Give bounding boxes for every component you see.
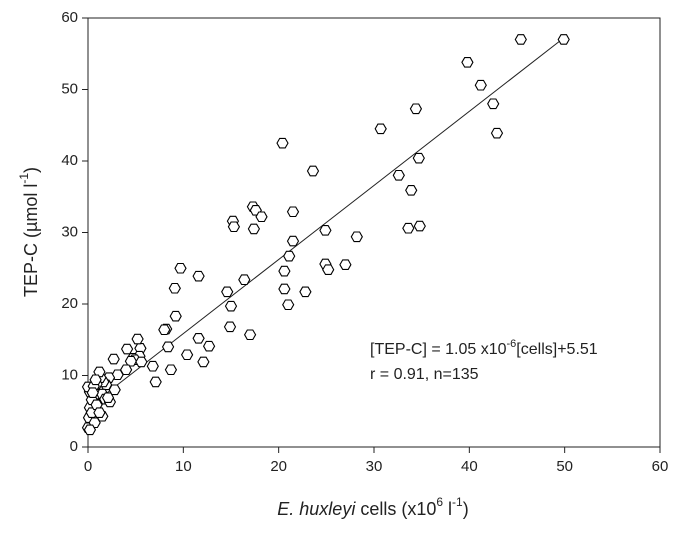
x-tick-label: 20 <box>270 458 287 475</box>
y-tick-label: 20 <box>61 295 78 312</box>
point <box>286 206 300 218</box>
point <box>101 392 115 403</box>
point <box>350 231 363 243</box>
point <box>180 349 194 361</box>
point <box>192 270 205 282</box>
point <box>412 152 425 164</box>
point <box>161 341 175 353</box>
y-tick-label: 0 <box>70 438 78 455</box>
point <box>192 333 205 344</box>
x-tick-label: 60 <box>652 458 669 475</box>
point <box>124 355 138 367</box>
point <box>405 185 418 196</box>
point <box>278 283 291 295</box>
point <box>120 343 134 355</box>
point <box>135 356 148 368</box>
y-tick-label: 50 <box>61 80 78 97</box>
point <box>243 329 257 341</box>
point <box>487 98 500 110</box>
point <box>107 353 120 365</box>
point <box>299 286 312 298</box>
point <box>238 274 251 286</box>
point <box>174 262 187 274</box>
point <box>276 137 289 149</box>
point <box>168 282 181 294</box>
annotation: [TEP-C] = 1.05 x10-6[cells]+5.51 <box>370 338 598 358</box>
point <box>93 407 106 418</box>
point <box>146 360 159 372</box>
point <box>223 321 237 333</box>
point <box>474 79 487 91</box>
x-tick-label: 0 <box>84 458 92 475</box>
point <box>409 103 423 115</box>
y-tick-label: 30 <box>61 223 78 240</box>
point <box>149 376 162 388</box>
point <box>164 364 178 376</box>
point <box>339 259 352 270</box>
point <box>374 123 387 135</box>
annotation: r = 0.91, n=135 <box>370 366 479 383</box>
point <box>131 333 144 345</box>
point <box>282 299 295 311</box>
y-axis-label: TEP-C (µmol l-1) <box>17 167 41 297</box>
point <box>247 223 261 235</box>
point <box>392 169 405 181</box>
point <box>322 264 335 275</box>
point <box>461 57 474 68</box>
point <box>514 34 527 45</box>
point <box>283 250 296 262</box>
point <box>221 286 234 298</box>
x-tick-label: 50 <box>556 458 573 475</box>
point <box>278 265 291 277</box>
point <box>286 235 300 247</box>
point <box>413 220 426 232</box>
point <box>224 300 238 312</box>
point <box>169 310 182 322</box>
x-tick-label: 30 <box>366 458 383 475</box>
point <box>227 221 241 233</box>
point <box>158 324 171 336</box>
point <box>319 225 332 236</box>
point <box>93 366 106 378</box>
point <box>86 387 99 398</box>
y-tick-label: 40 <box>61 152 78 169</box>
point <box>89 374 102 386</box>
point <box>306 165 320 177</box>
point <box>557 34 570 45</box>
point <box>255 211 268 223</box>
point <box>197 356 210 368</box>
point <box>83 424 97 436</box>
y-tick-label: 10 <box>61 366 78 383</box>
x-tick-label: 10 <box>175 458 192 475</box>
y-tick-label: 60 <box>61 9 78 26</box>
x-tick-label: 40 <box>461 458 478 475</box>
point <box>490 127 504 139</box>
point <box>202 340 216 352</box>
point <box>402 222 415 234</box>
x-axis-label: E. huxleyi cells (x106 l-1) <box>277 495 468 519</box>
